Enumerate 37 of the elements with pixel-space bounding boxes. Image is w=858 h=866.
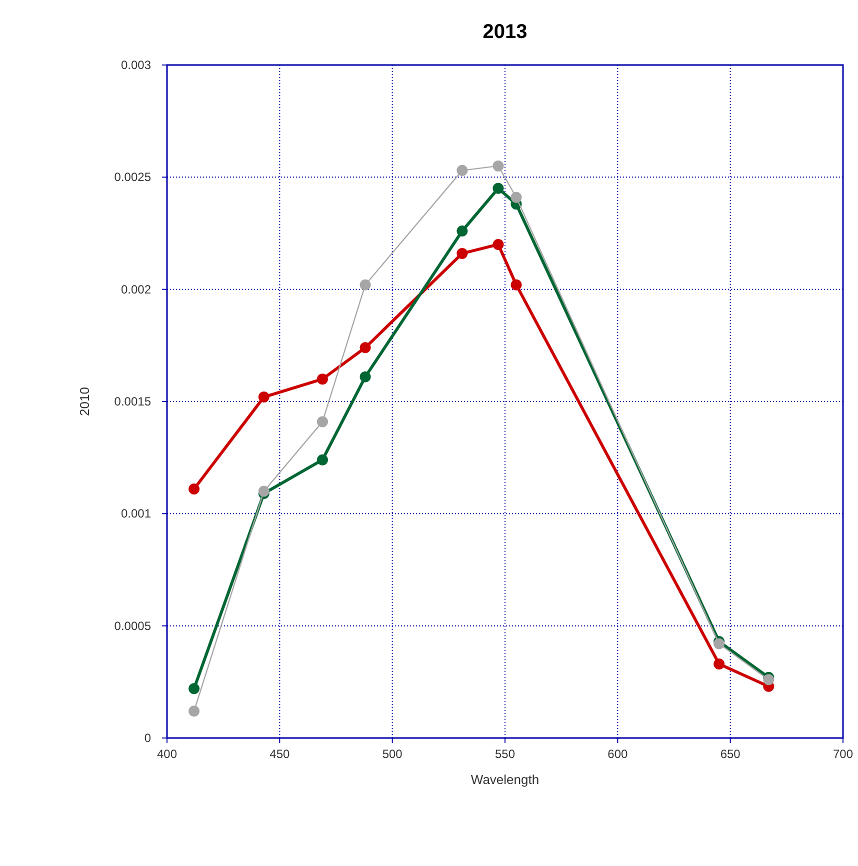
x-tick-label: 600 (608, 747, 628, 761)
y-tick-label: 0.002 (120, 282, 152, 296)
point (188, 483, 200, 494)
point (492, 182, 504, 194)
point (492, 238, 504, 250)
y-tick-label: 0.0025 (114, 170, 152, 184)
y-tick-label: 0.0005 (114, 618, 152, 633)
point (510, 192, 522, 203)
x-tick-label: 650 (720, 747, 741, 761)
x-tick-label: 400 (156, 747, 178, 761)
point (456, 164, 468, 176)
point (360, 371, 371, 382)
point (316, 454, 328, 466)
point (714, 658, 725, 670)
y-tick-label: 0.0015 (114, 394, 152, 408)
point (360, 279, 371, 290)
point (456, 248, 468, 259)
y-tick-label: 0.001 (120, 506, 152, 521)
point (763, 674, 774, 686)
point (188, 706, 200, 717)
x-tick-label: 700 (832, 747, 854, 761)
point (188, 683, 200, 694)
chart-title: 2013 (482, 21, 528, 43)
x-axis-title: Wavelength (470, 772, 540, 787)
x-tick-label: 500 (382, 747, 403, 761)
point (360, 342, 371, 354)
point (316, 374, 328, 385)
point (258, 392, 270, 403)
y-tick-label: 0 (144, 731, 152, 745)
y-axis-title: 2010 (77, 387, 92, 416)
x-tick-label: 450 (270, 747, 290, 761)
point (316, 416, 328, 428)
y-tick-label: 0.003 (120, 58, 152, 72)
point (456, 226, 468, 237)
point (492, 160, 504, 172)
point (510, 279, 522, 290)
x-tick-label: 550 (494, 747, 516, 761)
